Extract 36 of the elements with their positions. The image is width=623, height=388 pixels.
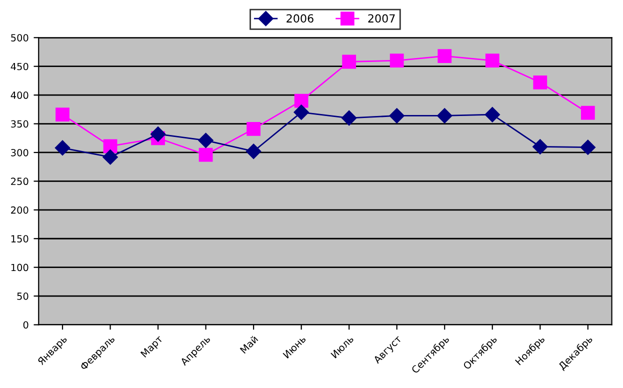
- point: [437, 108, 452, 124]
- point: [294, 104, 309, 120]
- y-tick-label: 0: [23, 321, 28, 329]
- point: [294, 94, 308, 108]
- point: [246, 144, 262, 159]
- y-tick-label: 150: [11, 235, 28, 242]
- point: [533, 75, 548, 90]
- point: [102, 150, 118, 165]
- point: [56, 108, 70, 122]
- point: [246, 122, 261, 136]
- y-tick-label: 300: [11, 148, 28, 156]
- point: [198, 148, 213, 162]
- point: [103, 139, 118, 154]
- point: [484, 107, 500, 122]
- y-tick-label: 100: [11, 264, 28, 272]
- point: [438, 49, 452, 63]
- y-tick-label: 200: [11, 206, 28, 214]
- point: [485, 54, 500, 68]
- point: [532, 139, 548, 154]
- point: [342, 54, 356, 69]
- y-tick-label: 250: [11, 178, 28, 186]
- point: [198, 132, 214, 148]
- point: [54, 140, 70, 156]
- point: [580, 106, 595, 120]
- point: [389, 108, 404, 124]
- point: [580, 140, 596, 155]
- point: [390, 54, 404, 68]
- y-tick-label: 50: [17, 292, 28, 300]
- y-tick-label: 400: [10, 92, 28, 99]
- point: [342, 110, 357, 126]
- y-tick-label: 500: [11, 34, 28, 42]
- y-tick-label: 350: [11, 120, 28, 128]
- legend-label: 2007: [368, 14, 395, 23]
- legend-label: 2006: [286, 14, 314, 23]
- point: [150, 126, 166, 142]
- y-tick-label: 450: [10, 62, 28, 70]
